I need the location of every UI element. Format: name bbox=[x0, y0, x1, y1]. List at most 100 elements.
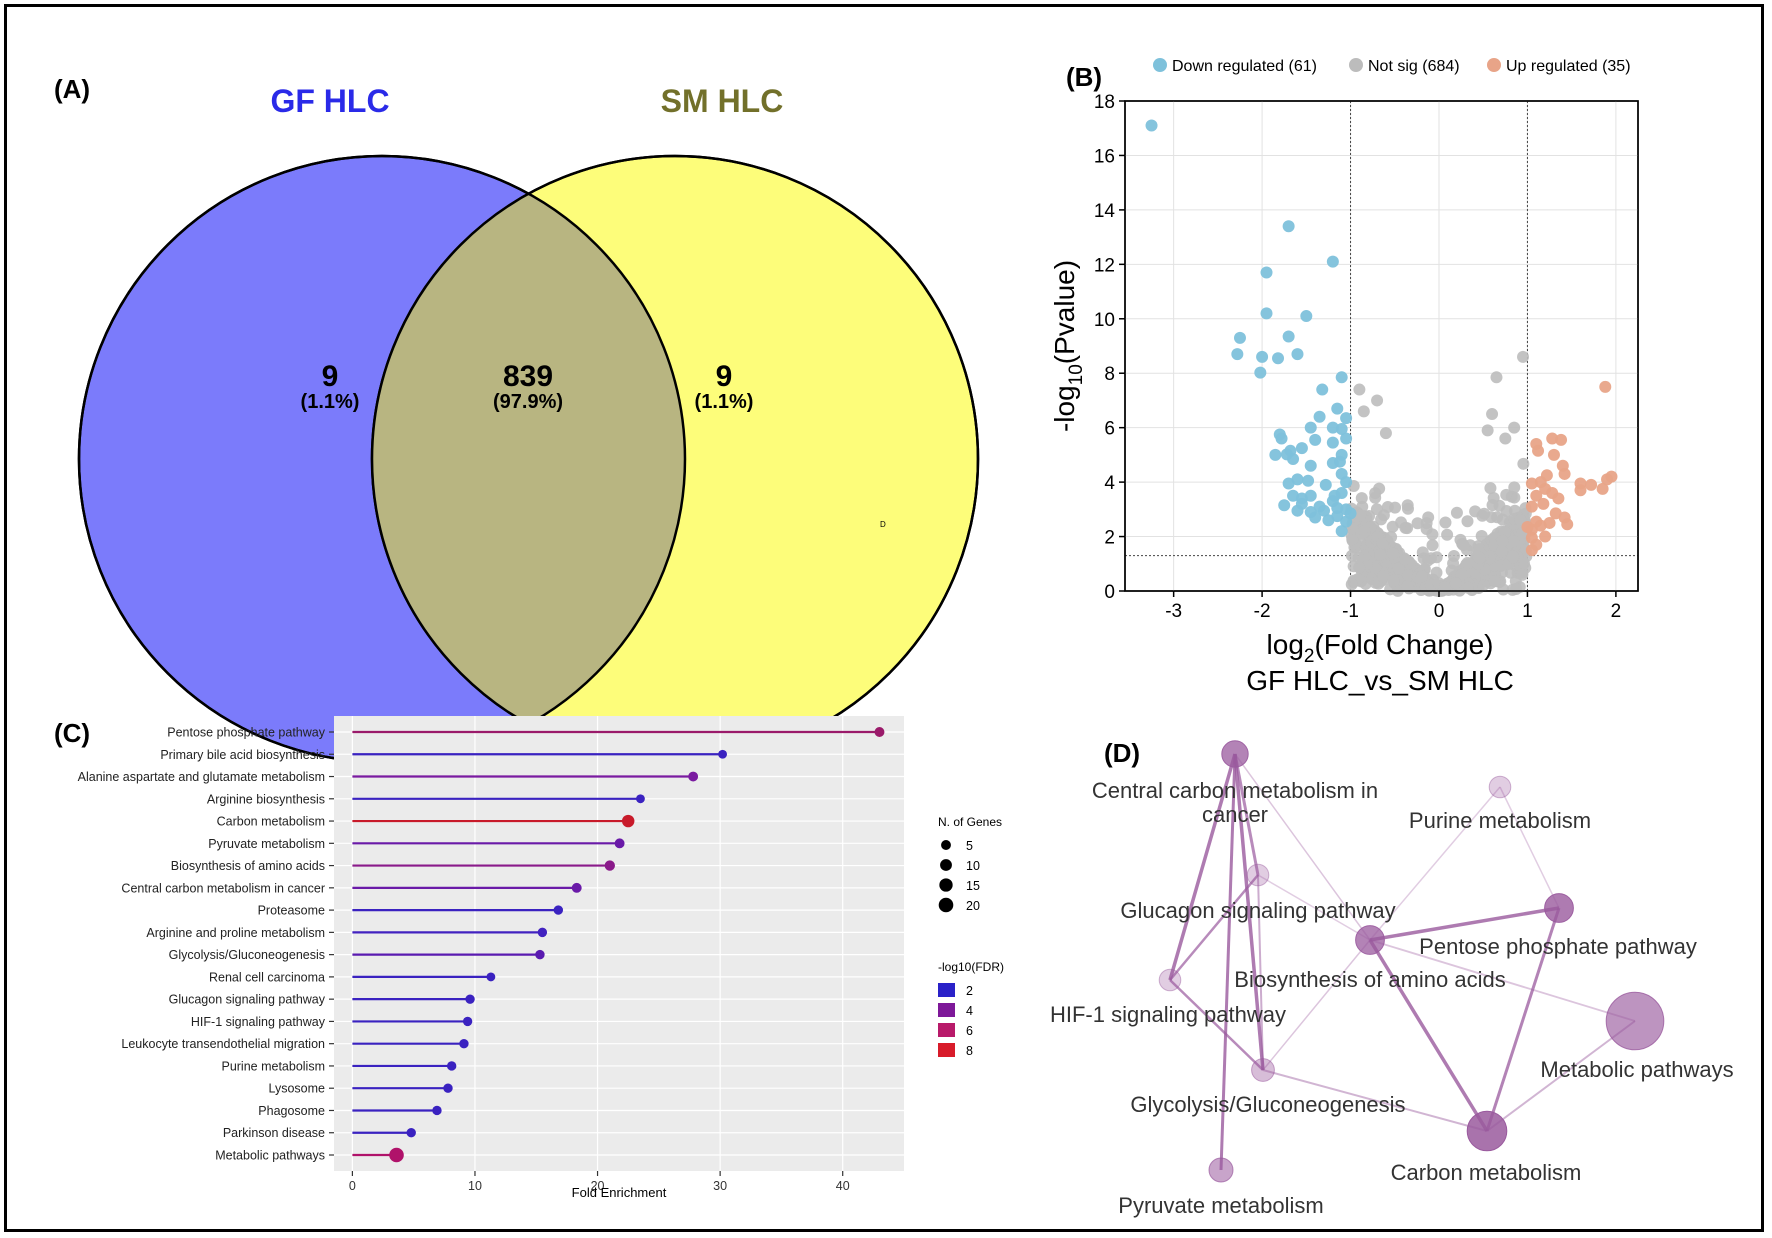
volcano-x-tick-label: 0 bbox=[1434, 601, 1445, 622]
volcano-point-notsig bbox=[1461, 515, 1474, 528]
enrichment-row-label: Arginine biosynthesis bbox=[207, 792, 325, 806]
network-edge bbox=[1169, 874, 1259, 981]
volcano-point-down bbox=[1331, 501, 1344, 514]
network-edge bbox=[1219, 753, 1237, 1171]
volcano-point-down bbox=[1340, 432, 1353, 445]
volcano-point-notsig bbox=[1355, 492, 1368, 505]
volcano-point-notsig bbox=[1481, 424, 1494, 437]
enrichment-dot bbox=[459, 1038, 469, 1049]
volcano-point-notsig bbox=[1370, 503, 1383, 516]
volcano-point-notsig bbox=[1508, 481, 1521, 494]
venn-right-title: SM HLC bbox=[661, 83, 784, 119]
volcano-point-down bbox=[1316, 383, 1329, 396]
volcano-point-down bbox=[1340, 476, 1353, 489]
volcano-point-notsig bbox=[1486, 408, 1499, 421]
legend-notsig-swatch bbox=[1349, 58, 1363, 72]
volcano-point-notsig bbox=[1385, 531, 1398, 544]
enrichment-dot bbox=[636, 794, 645, 804]
network-node-metabolic bbox=[1605, 991, 1665, 1051]
volcano-point-down bbox=[1335, 423, 1348, 436]
enrichment-row-label: Arginine and proline metabolism bbox=[146, 926, 325, 940]
color-legend-swatch bbox=[938, 1043, 955, 1057]
network-node-glucagon bbox=[1246, 863, 1270, 887]
volcano-point-down bbox=[1260, 307, 1273, 320]
enrichment-dot bbox=[462, 1016, 473, 1027]
venn-right-percent: (1.1%) bbox=[695, 391, 754, 413]
volcano-y-ticks: 0 2 4 6 8 10 12 14 16 18 bbox=[1094, 92, 1125, 603]
volcano-point-notsig bbox=[1499, 432, 1512, 445]
network-edge bbox=[1168, 753, 1237, 981]
enrichment-xlabel: Fold Enrichment bbox=[572, 1185, 667, 1200]
network-edge bbox=[1169, 979, 1264, 1071]
enrichment-dot bbox=[553, 905, 564, 915]
volcano-point-notsig bbox=[1516, 568, 1529, 581]
size-legend-label: 10 bbox=[966, 859, 980, 873]
color-legend-swatch bbox=[938, 1003, 955, 1017]
volcano-point-notsig bbox=[1422, 511, 1435, 524]
enrichment-row-label: Alanine aspartate and glutamate metaboli… bbox=[78, 770, 325, 784]
enrichment-dot bbox=[443, 1083, 453, 1093]
volcano-point-notsig bbox=[1358, 525, 1371, 538]
volcano-point-notsig bbox=[1399, 553, 1412, 566]
volcano-point-down bbox=[1233, 331, 1246, 344]
size-legend-label: 15 bbox=[966, 879, 980, 893]
network-node-label: Purine metabolism bbox=[1409, 808, 1591, 833]
volcano-point-notsig bbox=[1484, 482, 1497, 495]
volcano-point-down bbox=[1295, 442, 1308, 455]
volcano-point-up bbox=[1532, 444, 1545, 457]
volcano-point-down bbox=[1304, 421, 1317, 434]
network-node-hif bbox=[1158, 968, 1182, 992]
enrichment-x-tick-label: 10 bbox=[468, 1179, 482, 1193]
volcano-point-notsig bbox=[1426, 528, 1439, 541]
volcano-point-notsig bbox=[1486, 499, 1499, 512]
volcano-point-down bbox=[1256, 350, 1269, 363]
enrichment-rows: Pentose phosphate pathway Primary bile ac… bbox=[78, 726, 885, 1163]
enrichment-dot bbox=[688, 771, 699, 782]
volcano-point-notsig bbox=[1500, 488, 1513, 501]
volcano-x-tick-label: -2 bbox=[1254, 601, 1271, 622]
volcano-point-notsig bbox=[1377, 570, 1390, 583]
enrichment-x-tick-label: 40 bbox=[836, 1179, 850, 1193]
network-edge bbox=[1369, 906, 1560, 942]
volcano-point-down bbox=[1291, 348, 1304, 361]
volcano-y-tick-label: 6 bbox=[1104, 419, 1115, 440]
volcano-point-up bbox=[1555, 433, 1568, 446]
volcano-point-notsig bbox=[1415, 570, 1428, 583]
legend-down-swatch bbox=[1153, 58, 1167, 72]
venn-overlap-region bbox=[372, 156, 685, 762]
legend-up-label: Up regulated (35) bbox=[1506, 58, 1631, 75]
volcano-point-up bbox=[1534, 519, 1547, 532]
volcano-point-up bbox=[1561, 518, 1574, 531]
color-legend-label: 6 bbox=[966, 1024, 973, 1038]
network-edge bbox=[1369, 786, 1501, 941]
enrichment-row-label: Biosynthesis of amino acids bbox=[171, 859, 325, 873]
volcano-point-notsig bbox=[1450, 506, 1463, 519]
volcano-point-notsig bbox=[1354, 509, 1367, 522]
volcano-point-down bbox=[1273, 428, 1286, 441]
size-legend-dot bbox=[939, 878, 953, 892]
volcano-point-down bbox=[1309, 433, 1322, 446]
volcano-point-down bbox=[1282, 330, 1295, 343]
volcano-x-tick-label: -1 bbox=[1342, 601, 1359, 622]
network-edge bbox=[1368, 939, 1489, 1132]
network-node-pyruvate bbox=[1208, 1157, 1234, 1183]
volcano-x-tick-label: 2 bbox=[1611, 601, 1622, 622]
size-legend: N. of Genes 5 10 15 20 bbox=[938, 815, 1002, 913]
volcano-point-down bbox=[1326, 436, 1339, 449]
volcano-point-notsig bbox=[1426, 539, 1439, 552]
enrichment-dot bbox=[389, 1147, 404, 1163]
volcano-points bbox=[1145, 119, 1618, 597]
volcano-point-notsig bbox=[1379, 427, 1392, 440]
volcano-point-up bbox=[1547, 448, 1560, 461]
legend-notsig-label: Not sig (684) bbox=[1368, 58, 1460, 75]
enrichment-row-label: Proteasome bbox=[258, 904, 325, 918]
volcano-point-down bbox=[1331, 402, 1344, 415]
volcano-point-up bbox=[1521, 521, 1534, 534]
volcano-point-notsig bbox=[1353, 383, 1366, 396]
volcano-xlabel2: GF HLC_vs_SM HLC bbox=[1246, 665, 1514, 696]
enrichment-row-label: Pentose phosphate pathway bbox=[167, 726, 326, 740]
volcano-point-notsig bbox=[1495, 545, 1508, 558]
volcano-point-notsig bbox=[1507, 535, 1520, 548]
